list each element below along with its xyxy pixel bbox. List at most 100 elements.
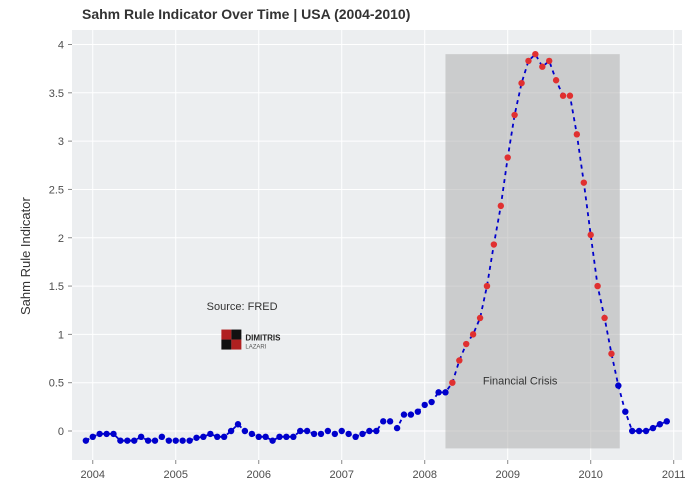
series-marker xyxy=(615,382,621,388)
series-marker xyxy=(221,434,227,440)
series-marker xyxy=(283,434,289,440)
series-marker xyxy=(373,428,379,434)
series-marker xyxy=(214,434,220,440)
series-marker xyxy=(539,64,545,70)
series-marker xyxy=(359,431,365,437)
series-marker xyxy=(408,411,414,417)
series-marker xyxy=(311,431,317,437)
xtick-label: 2005 xyxy=(163,469,187,481)
ytick-label: 2.5 xyxy=(49,184,64,196)
series-marker xyxy=(415,408,421,414)
series-marker xyxy=(290,434,296,440)
series-marker xyxy=(594,283,600,289)
series-marker xyxy=(449,380,455,386)
series-marker xyxy=(242,428,248,434)
series-marker xyxy=(574,131,580,137)
crisis-label: Financial Crisis xyxy=(483,376,558,388)
series-marker xyxy=(262,434,268,440)
series-marker xyxy=(228,428,234,434)
series-marker xyxy=(179,437,185,443)
series-marker xyxy=(657,421,663,427)
series-marker xyxy=(256,434,262,440)
series-marker xyxy=(518,80,524,86)
ytick-label: 3.5 xyxy=(49,88,64,100)
series-marker xyxy=(463,341,469,347)
series-marker xyxy=(83,437,89,443)
series-marker xyxy=(608,351,614,357)
series-marker xyxy=(325,428,331,434)
series-marker xyxy=(235,421,241,427)
ytick-label: 1 xyxy=(58,329,64,341)
series-marker xyxy=(345,431,351,437)
xtick-label: 2008 xyxy=(412,469,436,481)
ytick-label: 2 xyxy=(58,233,64,245)
series-marker xyxy=(186,437,192,443)
series-marker xyxy=(200,434,206,440)
series-marker xyxy=(138,434,144,440)
xtick-label: 2010 xyxy=(578,469,602,481)
series-marker xyxy=(643,428,649,434)
series-marker xyxy=(394,425,400,431)
series-marker xyxy=(297,428,303,434)
series-marker xyxy=(470,331,476,337)
series-marker xyxy=(601,315,607,321)
xtick-label: 2011 xyxy=(662,469,686,481)
series-marker xyxy=(456,357,462,363)
series-marker xyxy=(159,434,165,440)
series-marker xyxy=(484,283,490,289)
ytick-label: 3 xyxy=(58,136,64,148)
series-marker xyxy=(428,399,434,405)
series-marker xyxy=(276,434,282,440)
series-marker xyxy=(145,437,151,443)
series-marker xyxy=(339,428,345,434)
series-marker xyxy=(110,431,116,437)
series-marker xyxy=(532,51,538,57)
series-marker xyxy=(511,112,517,118)
crisis-shade xyxy=(445,54,619,448)
series-marker xyxy=(401,411,407,417)
series-marker xyxy=(622,408,628,414)
series-marker xyxy=(352,434,358,440)
series-marker xyxy=(553,77,559,83)
series-marker xyxy=(269,437,275,443)
series-marker xyxy=(332,431,338,437)
ytick-label: 0 xyxy=(58,426,64,438)
series-marker xyxy=(96,431,102,437)
series-marker xyxy=(588,232,594,238)
series-marker xyxy=(650,425,656,431)
series-marker xyxy=(664,418,670,424)
series-marker xyxy=(636,428,642,434)
series-marker xyxy=(435,389,441,395)
logo-sq xyxy=(221,330,231,340)
series-marker xyxy=(318,431,324,437)
series-marker xyxy=(117,437,123,443)
logo-text-top: DIMITRIS xyxy=(245,334,281,343)
series-marker xyxy=(546,58,552,64)
ytick-label: 1.5 xyxy=(49,281,64,293)
series-marker xyxy=(560,93,566,99)
series-marker xyxy=(442,389,448,395)
logo-text-bot: LAZARI xyxy=(245,345,266,351)
series-marker xyxy=(249,431,255,437)
series-marker xyxy=(629,428,635,434)
series-marker xyxy=(567,93,573,99)
series-marker xyxy=(477,315,483,321)
xtick-label: 2006 xyxy=(246,469,270,481)
series-marker xyxy=(124,437,130,443)
logo-sq xyxy=(231,340,241,350)
xtick-label: 2007 xyxy=(329,469,353,481)
series-marker xyxy=(131,437,137,443)
series-marker xyxy=(581,179,587,185)
xtick-label: 2009 xyxy=(495,469,519,481)
series-marker xyxy=(498,203,504,209)
series-marker xyxy=(380,418,386,424)
series-marker xyxy=(173,437,179,443)
chart-canvas: Financial Crisis200420052006200720082009… xyxy=(0,0,700,500)
ytick-label: 0.5 xyxy=(49,378,64,390)
series-marker xyxy=(525,58,531,64)
logo-sq xyxy=(221,340,231,350)
series-marker xyxy=(152,437,158,443)
series-marker xyxy=(90,434,96,440)
series-marker xyxy=(422,402,428,408)
series-marker xyxy=(491,241,497,247)
